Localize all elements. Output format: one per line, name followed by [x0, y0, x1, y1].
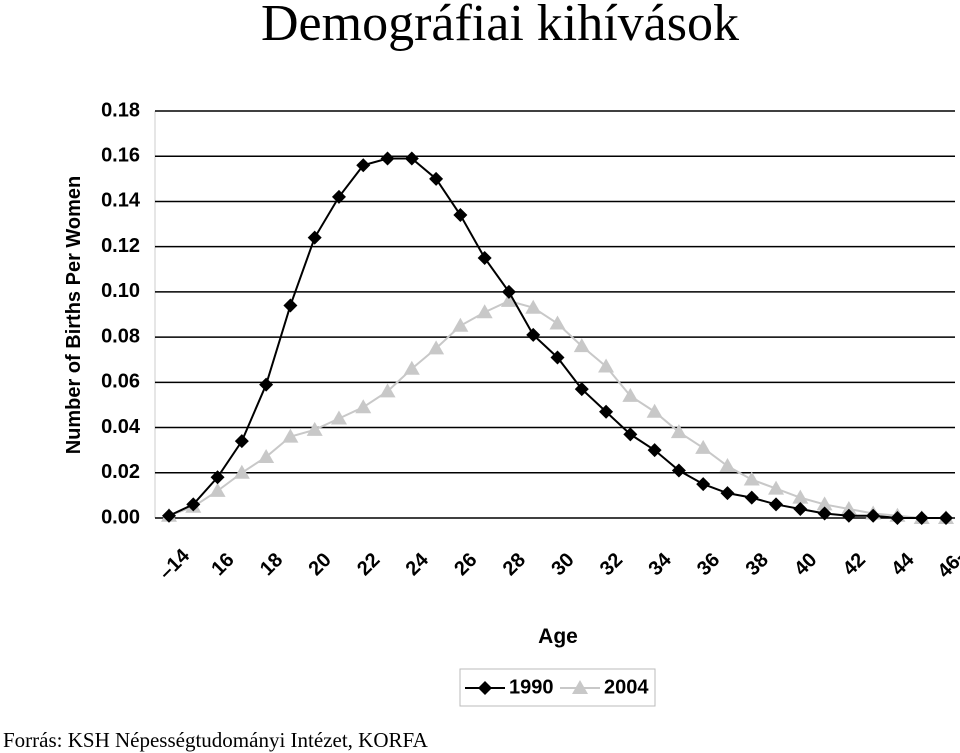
data-point	[549, 315, 566, 330]
data-point	[380, 151, 395, 166]
chart-title: Demográfiai kihívások	[261, 0, 739, 52]
data-point	[379, 383, 396, 398]
x-tick-label: 36	[693, 549, 724, 580]
data-point	[283, 298, 298, 313]
data-point	[647, 443, 662, 458]
data-point	[550, 350, 565, 365]
data-point	[453, 208, 468, 223]
data-point	[743, 471, 760, 486]
data-point	[622, 387, 639, 402]
data-point	[429, 171, 444, 186]
data-point	[477, 250, 492, 265]
x-tick-label: 26	[450, 549, 481, 580]
data-point	[720, 486, 735, 501]
legend-marker	[478, 681, 492, 695]
x-tick-label: –14	[155, 544, 195, 584]
data-point	[841, 508, 856, 523]
data-point	[817, 506, 832, 521]
x-tick-label: 32	[596, 549, 627, 580]
x-tick-label: 20	[305, 549, 336, 580]
data-point	[306, 421, 323, 436]
y-tick-label: 0.06	[101, 371, 140, 393]
data-point	[259, 377, 274, 392]
data-point	[598, 358, 615, 373]
data-point	[404, 151, 419, 166]
data-point	[210, 470, 225, 485]
series-line	[168, 157, 946, 519]
data-point	[476, 304, 493, 319]
data-point	[234, 434, 249, 449]
x-tick-label: 34	[644, 548, 676, 580]
x-axis-label: Age	[538, 625, 578, 648]
data-point	[356, 158, 371, 173]
data-point	[840, 500, 857, 515]
data-point	[792, 489, 809, 504]
y-tick-label: 0.16	[101, 145, 140, 167]
data-point	[452, 317, 469, 332]
data-point	[526, 327, 541, 342]
data-point	[768, 480, 785, 495]
y-tick-label: 0.10	[101, 280, 140, 302]
x-tick-label: 40	[790, 549, 821, 580]
data-point	[816, 496, 833, 511]
y-tick-label: 0.12	[101, 235, 140, 257]
data-point	[696, 477, 711, 492]
data-point	[890, 511, 905, 525]
x-tick-label: 28	[499, 549, 530, 580]
y-tick-label: 0.00	[101, 506, 140, 528]
data-point	[695, 439, 712, 454]
data-point	[186, 497, 201, 512]
data-point	[623, 427, 638, 442]
data-point	[331, 189, 346, 204]
data-point	[282, 428, 299, 443]
data-point	[209, 482, 226, 497]
data-point	[525, 299, 542, 314]
data-point	[233, 464, 250, 479]
x-tick-label: 30	[547, 549, 578, 580]
data-point	[719, 457, 736, 472]
y-tick-label: 0.04	[101, 416, 141, 438]
data-point	[866, 508, 881, 523]
source: Forrás: KSH Népességtudományi Intézet, K…	[3, 728, 429, 752]
data-point	[793, 501, 808, 516]
data-point	[939, 511, 953, 525]
data-point	[670, 424, 687, 439]
data-point	[162, 508, 176, 523]
legend-marker	[572, 680, 588, 694]
x-tick-label: 24	[402, 548, 434, 580]
data-point	[355, 399, 372, 414]
y-tick-label: 0.08	[101, 325, 140, 347]
x-tick-label: 22	[353, 549, 384, 580]
series-line	[168, 299, 946, 519]
y-tick-label: 0.18	[101, 99, 140, 121]
data-point	[646, 403, 663, 418]
data-point	[914, 511, 929, 525]
x-tick-label: 18	[256, 549, 287, 580]
data-point	[574, 382, 589, 397]
data-point	[258, 448, 275, 463]
data-point	[500, 292, 517, 307]
data-point	[599, 404, 614, 419]
data-point	[671, 463, 686, 478]
legend-label: 1990	[509, 676, 554, 698]
data-point	[428, 340, 445, 355]
data-point	[769, 497, 784, 512]
x-tick-label: 46-	[933, 546, 960, 582]
data-point	[403, 360, 420, 375]
legend-label: 2004	[604, 676, 649, 698]
data-point	[330, 410, 347, 425]
x-tick-label: 38	[742, 549, 773, 580]
x-tick-label: 42	[839, 549, 870, 580]
data-point	[744, 490, 759, 505]
data-point	[573, 338, 590, 353]
data-point	[501, 284, 516, 299]
x-tick-label: 16	[207, 549, 238, 580]
y-axis-label: Number of Births Per Women	[63, 176, 85, 455]
x-tick-label: 44	[887, 548, 919, 580]
y-tick-label: 0.14	[101, 190, 141, 212]
y-tick-label: 0.02	[101, 461, 140, 483]
data-point	[307, 230, 322, 245]
